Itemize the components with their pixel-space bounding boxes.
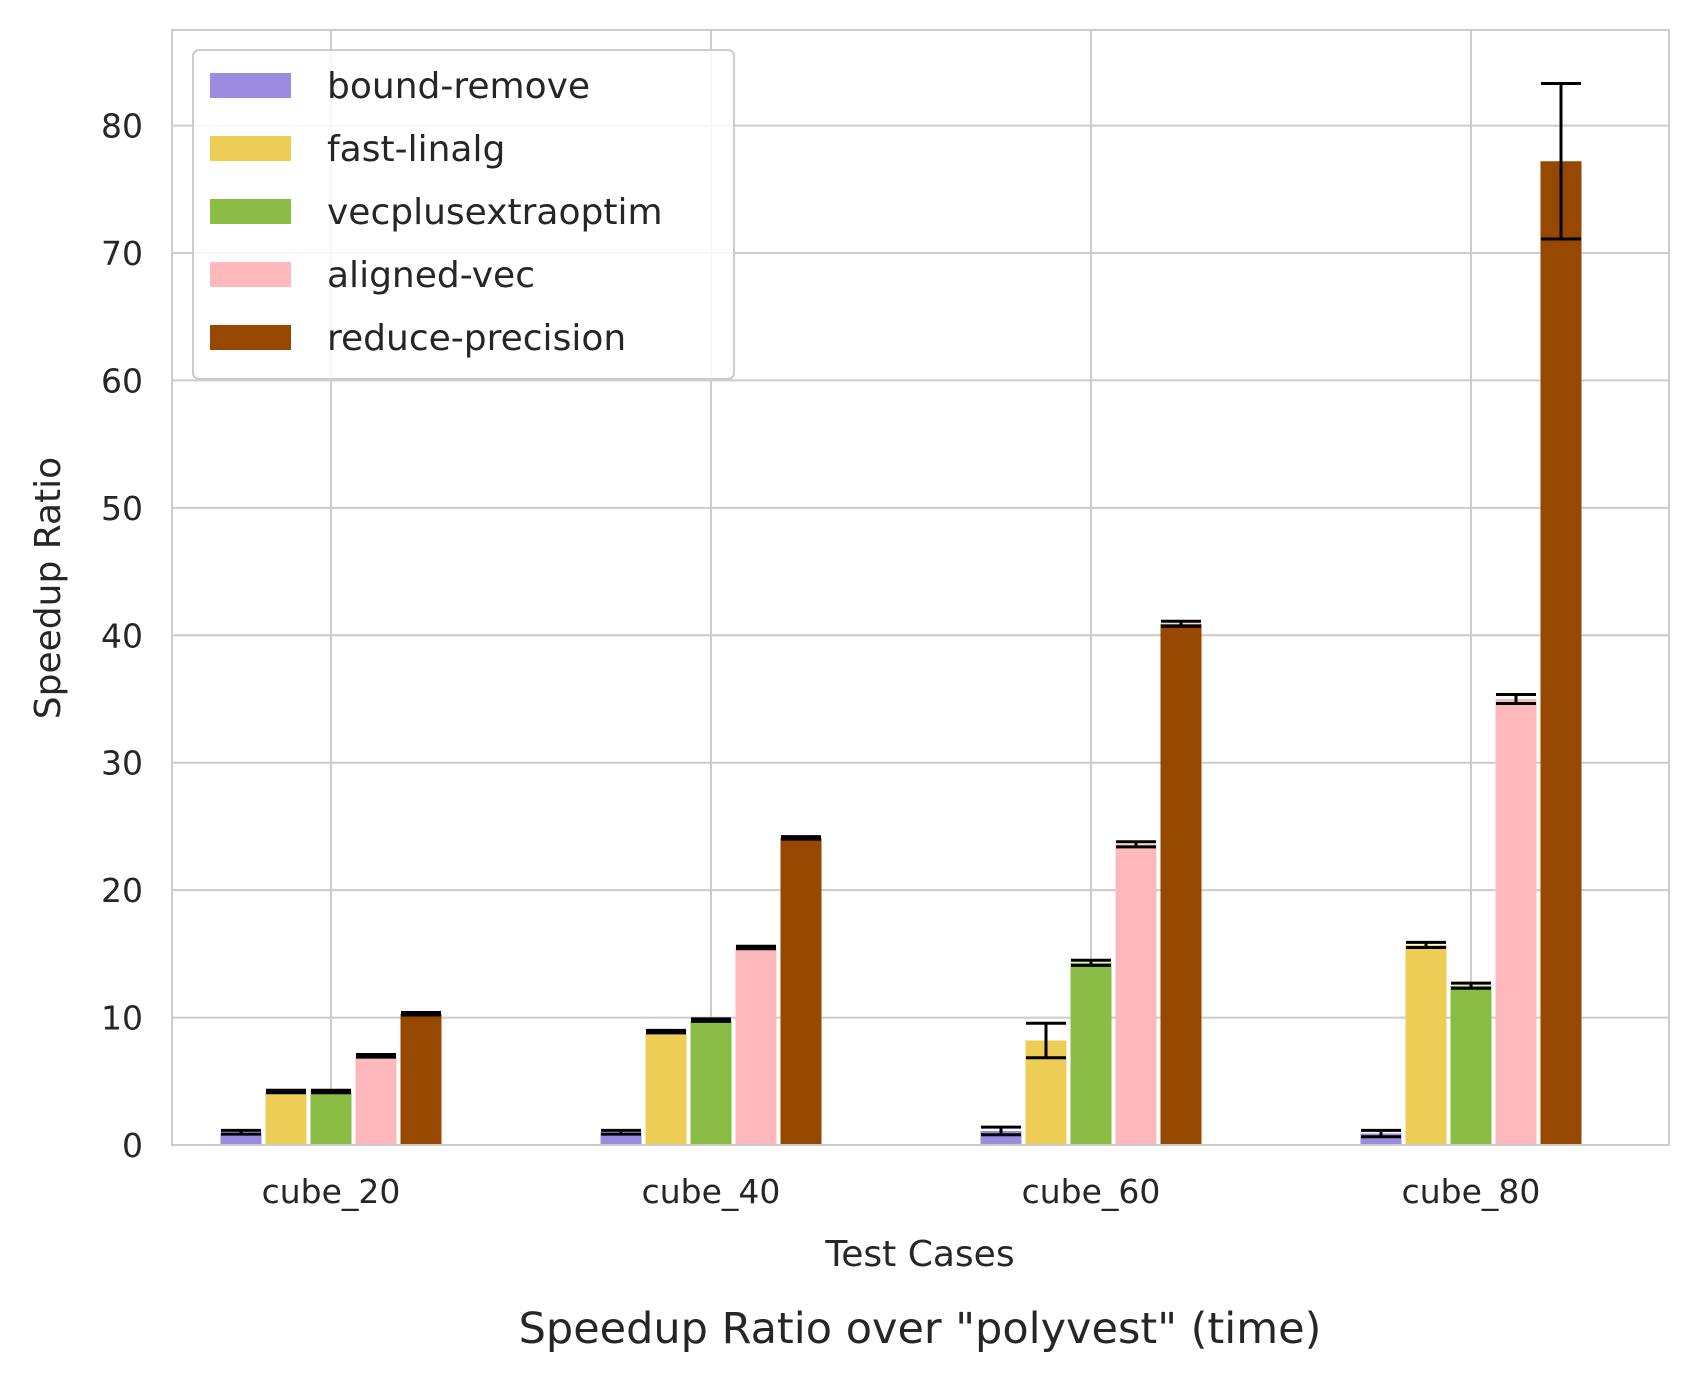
bars (220, 161, 1582, 1145)
legend-label: aligned-vec (327, 255, 535, 296)
error-bar-aligned-vec-cube_60 (1116, 840, 1156, 849)
legend: bound-remove fast-linalg vecplusextraoptim… (192, 49, 735, 380)
error-bar-fast-linalg-cube_60 (1026, 1021, 1066, 1060)
legend-label: bound-remove (327, 66, 590, 107)
legend-item-bound-remove: bound-remove (210, 66, 590, 107)
legend-frame (192, 49, 735, 380)
bar-aligned-vec-cube_20 (355, 1055, 397, 1145)
bar-fast-linalg-cube_20 (265, 1091, 307, 1145)
y-tick-label: 50 (101, 489, 143, 528)
legend-swatch (210, 199, 291, 224)
error-bar-vecplusextraoptim-cube_20 (311, 1088, 351, 1095)
error-bar-vecplusextraoptim-cube_80 (1451, 981, 1491, 990)
x-axis-label: Test Cases (824, 1234, 1014, 1275)
y-axis-label: Speedup Ratio (28, 457, 69, 719)
legend-label: vecplusextraoptim (327, 192, 663, 233)
y-tick-label: 70 (101, 234, 143, 273)
legend-swatch (210, 325, 291, 350)
error-bar-bound-remove-cube_60 (981, 1125, 1021, 1137)
error-bar-vecplusextraoptim-cube_60 (1071, 958, 1111, 967)
bar-vecplusextraoptim-cube_40 (690, 1020, 732, 1145)
error-bar-bound-remove-cube_40 (601, 1128, 641, 1136)
legend-item-fast-linalg: fast-linalg (210, 129, 505, 170)
x-tick-label-cube_80: cube_80 (1402, 1172, 1541, 1211)
error-bar-aligned-vec-cube_80 (1496, 693, 1536, 705)
error-bar-aligned-vec-cube_20 (356, 1053, 396, 1059)
bar-vecplusextraoptim-cube_20 (310, 1091, 352, 1145)
error-bar-reduce-precision-cube_60 (1161, 619, 1201, 628)
y-tick-label: 20 (101, 871, 143, 910)
error-bar-bound-remove-cube_80 (1361, 1128, 1401, 1139)
bar-aligned-vec-cube_40 (735, 947, 777, 1145)
legend-item-vecplusextraoptim: vecplusextraoptim (210, 192, 663, 233)
figure-caption: Speedup Ratio over "polyvest" (time) (519, 1304, 1322, 1354)
error-bar-reduce-precision-cube_20 (401, 1010, 441, 1017)
bar-vecplusextraoptim-cube_60 (1070, 962, 1112, 1145)
bar-reduce-precision-cube_20 (400, 1013, 442, 1145)
bar-aligned-vec-cube_80 (1495, 699, 1537, 1145)
legend-label: fast-linalg (327, 129, 505, 170)
error-bar-aligned-vec-cube_40 (736, 944, 776, 951)
error-bar-reduce-precision-cube_40 (781, 835, 821, 841)
bar-vecplusextraoptim-cube_80 (1450, 985, 1492, 1145)
bar-bound-remove-cube_80 (1360, 1133, 1402, 1145)
y-tick-label: 60 (101, 361, 143, 400)
bar-aligned-vec-cube_60 (1115, 844, 1157, 1145)
legend-swatch (210, 262, 291, 287)
x-tick-label-cube_20: cube_20 (262, 1172, 401, 1211)
y-tick-label: 30 (101, 744, 143, 783)
x-tick-labels: cube_20 cube_40 cube_60 cube_80 (262, 1172, 1541, 1211)
x-tick-label-cube_40: cube_40 (642, 1172, 781, 1211)
error-bar-vecplusextraoptim-cube_40 (691, 1017, 731, 1023)
bar-fast-linalg-cube_40 (645, 1031, 687, 1145)
legend-swatch (210, 136, 291, 161)
legend-item-aligned-vec: aligned-vec (210, 255, 535, 296)
bar-reduce-precision-cube_80 (1540, 161, 1582, 1145)
error-bar-fast-linalg-cube_40 (646, 1028, 686, 1035)
y-tick-label: 40 (101, 616, 143, 655)
legend-label: reduce-precision (327, 318, 626, 359)
error-bar-bound-remove-cube_20 (221, 1128, 261, 1136)
error-bar-reduce-precision-cube_80 (1541, 82, 1581, 241)
y-tick-label: 80 (101, 107, 143, 146)
y-tick-label: 0 (122, 1126, 143, 1165)
error-bars (221, 82, 1581, 1139)
bar-reduce-precision-cube_60 (1160, 623, 1202, 1145)
error-bar-fast-linalg-cube_20 (266, 1088, 306, 1095)
error-bar-fast-linalg-cube_80 (1406, 940, 1446, 949)
legend-swatch (210, 73, 291, 98)
legend-item-reduce-precision: reduce-precision (210, 318, 626, 359)
y-tick-labels: 0 10 20 30 40 50 60 70 80 (101, 107, 143, 1165)
y-tick-label: 10 (101, 999, 143, 1038)
bar-fast-linalg-cube_80 (1405, 944, 1447, 1145)
bar-reduce-precision-cube_40 (780, 837, 822, 1145)
plot-frame (171, 29, 1670, 1146)
x-tick-label-cube_60: cube_60 (1022, 1172, 1161, 1211)
